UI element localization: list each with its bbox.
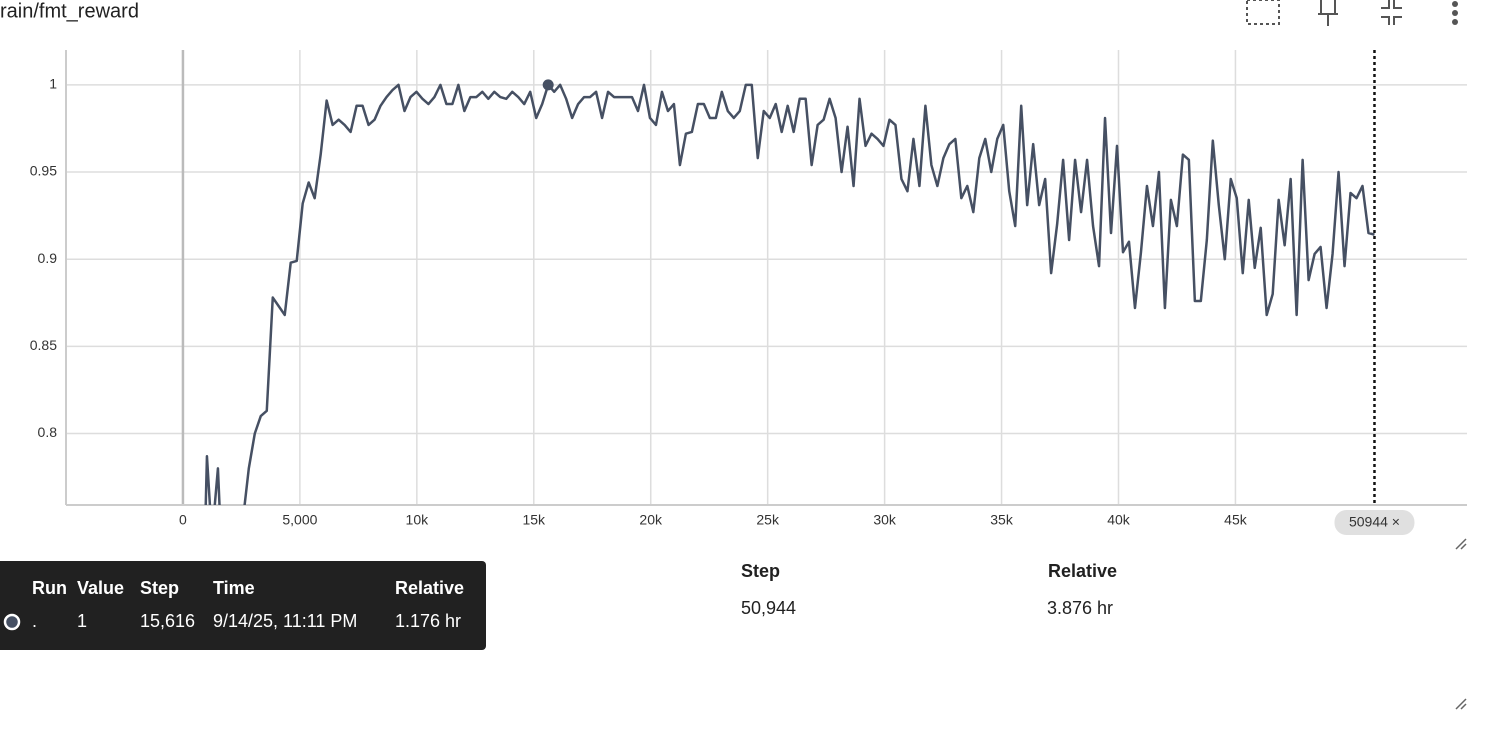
x-tick-label: 10k bbox=[406, 512, 430, 528]
x-tick-label: 45k bbox=[1224, 512, 1248, 528]
tooltip-header: Step bbox=[140, 578, 179, 598]
fit-button[interactable] bbox=[1246, 0, 1280, 25]
tooltip: Run Value Step Time Relative . 1 15,616 … bbox=[0, 561, 486, 650]
y-tick-label: 0.85 bbox=[30, 337, 57, 353]
axes: 0.8 0.85 0.9 0.95 1 0 5,000 10k 15k 20k 25k 30k 35k 4… bbox=[30, 50, 1467, 535]
x-tick-label: 25k bbox=[756, 512, 780, 528]
tooltip-header: Relative bbox=[395, 578, 464, 598]
table-cell: 50,944 bbox=[741, 598, 796, 618]
tooltip-header: Run bbox=[32, 578, 67, 598]
menu-button[interactable] bbox=[1452, 1, 1458, 25]
pin-button[interactable] bbox=[1318, 0, 1338, 26]
x-tick-label: 5,000 bbox=[282, 512, 317, 528]
x-tick-label: 15k bbox=[522, 512, 546, 528]
table-cell: 3.876 hr bbox=[1047, 598, 1113, 618]
tooltip-cell: 1.176 hr bbox=[395, 611, 461, 631]
y-tick-label: 0.8 bbox=[38, 424, 58, 440]
tooltip-cell: 1 bbox=[77, 611, 87, 631]
step-marker-label[interactable]: 50944 × bbox=[1349, 514, 1400, 530]
x-tick-label: 35k bbox=[990, 512, 1014, 528]
x-tick-label: 0 bbox=[179, 512, 187, 528]
series-line bbox=[204, 83, 1375, 505]
table-header: Relative bbox=[1048, 561, 1117, 581]
y-tick-label: 0.9 bbox=[38, 250, 58, 266]
tooltip-cell: 9/14/25, 11:11 PM bbox=[213, 611, 357, 631]
tooltip-box bbox=[0, 561, 486, 650]
run-swatch bbox=[3, 613, 21, 631]
tooltip-header: Value bbox=[77, 578, 124, 598]
tooltip-header: Time bbox=[213, 578, 255, 598]
tooltip-cell: 15,616 bbox=[140, 611, 195, 631]
resize-handle[interactable] bbox=[1455, 698, 1467, 710]
highlight-point bbox=[542, 79, 554, 91]
chart-title: rain/fmt_reward bbox=[0, 0, 139, 22]
toolbar bbox=[1246, 0, 1467, 710]
y-tick-label: 1 bbox=[49, 76, 57, 92]
x-tick-label: 40k bbox=[1107, 512, 1131, 528]
x-tick-label: 20k bbox=[639, 512, 663, 528]
table-header: Step bbox=[741, 561, 780, 581]
step-marker-chip bbox=[1334, 510, 1415, 535]
tooltip-cell: . bbox=[32, 611, 37, 631]
collapse-button[interactable] bbox=[1381, 0, 1402, 25]
y-tick-label: 0.95 bbox=[30, 163, 57, 179]
x-tick-label: 30k bbox=[873, 512, 897, 528]
resize-handle[interactable] bbox=[1455, 538, 1467, 550]
